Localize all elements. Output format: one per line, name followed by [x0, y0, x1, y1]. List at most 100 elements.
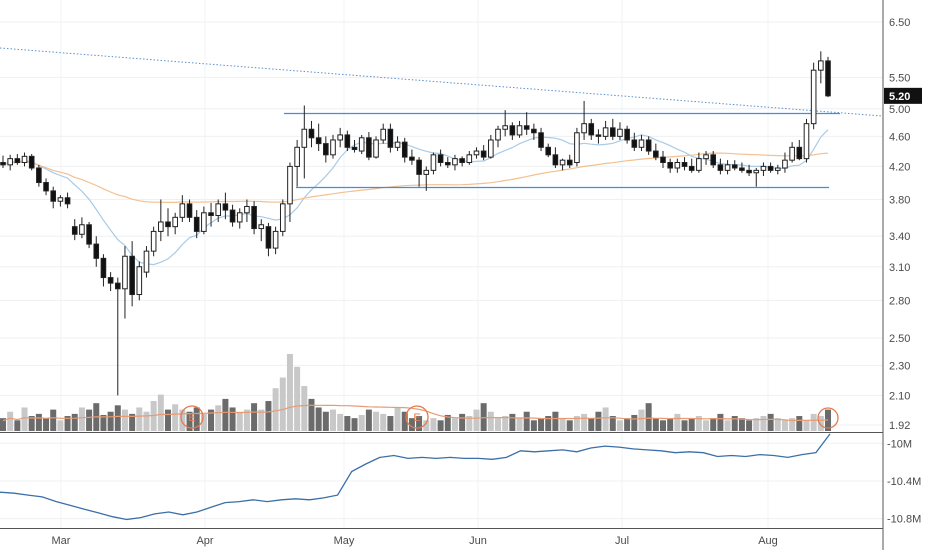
candle-body: [631, 139, 638, 148]
candle-body: [638, 139, 645, 148]
candle-body: [595, 134, 602, 137]
volume-bar: [495, 418, 501, 431]
candle-body: [193, 216, 200, 232]
candle-body: [437, 154, 444, 164]
volume-bar: [631, 414, 638, 431]
earnings-marker: E: [180, 405, 204, 429]
candle-body: [301, 128, 308, 148]
candle-body: [244, 206, 250, 214]
volume-bar: [523, 411, 530, 431]
volume-bar: [451, 418, 458, 431]
candle-body: [523, 125, 530, 130]
candle-body: [473, 150, 480, 156]
candle-body: [430, 154, 437, 171]
volume-bar: [186, 411, 193, 431]
candle-body: [308, 128, 315, 139]
candle-body: [774, 167, 781, 171]
candle-body: [0, 162, 6, 166]
volume-bar: [430, 418, 437, 431]
candle-up: [158, 199, 164, 242]
volume-bar: [559, 418, 566, 431]
candle-body: [409, 156, 415, 161]
candle-down: [595, 129, 602, 144]
candle-down: [129, 241, 135, 307]
candle-body: [373, 139, 379, 158]
candle-up: [373, 136, 379, 159]
candle-body: [64, 197, 71, 205]
candle-body: [559, 159, 566, 166]
long-moving-average: [2, 152, 829, 203]
candle-body: [236, 212, 243, 223]
candle-down: [387, 123, 394, 153]
candle-up: [753, 167, 760, 187]
candle-down: [165, 208, 171, 237]
candle-down: [401, 137, 408, 163]
candle-body: [667, 162, 673, 169]
volume-bar: [222, 398, 229, 431]
volume-bar: [114, 405, 121, 431]
candle-up: [760, 162, 767, 176]
candle-down: [437, 149, 444, 167]
candle-body: [753, 169, 760, 174]
candle-body: [760, 165, 767, 171]
volume-bar: [129, 413, 136, 431]
candle-body: [272, 230, 279, 249]
price-tick-label: 2.50: [889, 333, 910, 345]
candle-down: [71, 219, 78, 241]
candle-up: [21, 152, 28, 167]
candle-up: [337, 127, 343, 148]
candle-body: [416, 159, 422, 175]
candle-body: [574, 132, 580, 164]
candle-body: [136, 266, 143, 296]
candle-down: [251, 201, 257, 235]
candle-body: [724, 164, 731, 171]
candle-down: [416, 157, 422, 187]
volume-bar: [667, 418, 674, 431]
volume-bar: [172, 404, 179, 431]
volume-bar: [573, 416, 580, 431]
candle-body: [186, 203, 193, 218]
candle-body: [423, 169, 430, 175]
candle-body: [71, 226, 78, 235]
candle-body: [488, 139, 494, 158]
candle-up: [818, 51, 824, 84]
trendline: [0, 47, 883, 117]
candle-body: [674, 162, 681, 169]
candle-up: [272, 226, 279, 255]
candle-body: [265, 226, 272, 249]
volume-bar: [0, 418, 6, 431]
volume-bars: [0, 353, 831, 431]
volume-bar: [21, 407, 28, 431]
candle-body: [258, 224, 265, 230]
indicator-tick-label: -10M: [887, 438, 912, 450]
price-tick-label: 6.50: [889, 17, 910, 29]
earnings-letter: E: [188, 412, 195, 424]
candle-body: [538, 132, 544, 148]
candle-down: [222, 192, 229, 220]
candle-down: [545, 143, 552, 158]
candle-body: [28, 155, 35, 169]
candle-body: [50, 190, 57, 202]
candle-body: [653, 150, 659, 158]
volume-bar: [351, 418, 358, 431]
candle-down: [767, 162, 774, 173]
volume-bar: [545, 416, 552, 431]
volume-bar: [717, 413, 724, 431]
candle-body: [107, 277, 114, 284]
candle-body: [208, 212, 214, 217]
volume-bar: [710, 418, 717, 431]
volume-bar: [71, 413, 78, 431]
candle-body: [782, 159, 788, 169]
volume-bar: [322, 411, 329, 431]
last-price-box: [884, 87, 922, 104]
volume-bar: [609, 416, 616, 431]
price-tick-label: 4.20: [889, 161, 910, 173]
candle-body: [552, 154, 559, 166]
volume-bar: [638, 409, 645, 431]
candle-body: [516, 125, 523, 136]
candle-up: [473, 147, 480, 159]
candle-body: [531, 128, 537, 134]
candle-down: [344, 130, 351, 152]
candle-down: [93, 236, 100, 267]
volume-bar: [480, 403, 487, 431]
